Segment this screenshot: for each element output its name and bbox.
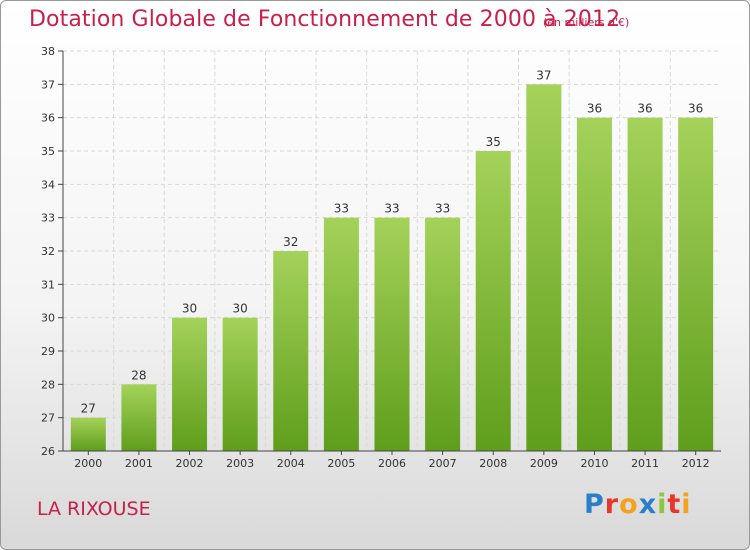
y-tick-label: 26	[41, 445, 55, 458]
x-tick-label: 2005	[327, 457, 355, 470]
data-label: 36	[587, 102, 602, 116]
data-label: 30	[233, 302, 248, 316]
data-label: 27	[81, 402, 96, 416]
logo-letter: t	[667, 489, 682, 520]
y-tick-label: 35	[41, 145, 55, 158]
data-label: 33	[384, 202, 399, 216]
commune-name: LA RIXOUSE	[37, 498, 151, 520]
logo-letter: x	[638, 489, 658, 520]
y-tick-label: 34	[41, 178, 55, 191]
axes	[58, 50, 721, 455]
bar	[323, 217, 359, 451]
x-tick-label: 2011	[631, 457, 659, 470]
y-tick-label: 29	[41, 345, 55, 358]
y-tick-label: 38	[41, 45, 55, 58]
labels: 26 27 28 29 30 31 32 33 34 35 36 37 38 27 2000 28 2001 30…	[41, 45, 710, 470]
x-tick-label: 2010	[580, 457, 608, 470]
x-tick-label: 2008	[479, 457, 507, 470]
y-tick-label: 28	[41, 378, 55, 391]
data-label: 37	[536, 68, 551, 82]
bar	[576, 117, 612, 452]
logo-letter: r	[604, 489, 620, 520]
bar	[627, 117, 663, 452]
y-tick-label: 37	[41, 78, 55, 91]
bar	[121, 384, 157, 451]
data-label: 36	[688, 102, 703, 116]
x-tick-label: 2006	[378, 457, 406, 470]
bar	[425, 217, 461, 451]
chart-title: Dotation Globale de Fonctionnement de 20…	[29, 7, 621, 32]
bar	[526, 84, 562, 451]
x-tick-label: 2009	[530, 457, 558, 470]
x-tick-label: 2007	[429, 457, 457, 470]
bar	[222, 317, 258, 451]
logo-letter: i	[681, 489, 692, 520]
y-tick-label: 36	[41, 112, 55, 125]
proxiti-logo[interactable]: Proxiti	[584, 489, 692, 520]
data-label: 28	[131, 368, 146, 382]
bar	[678, 117, 714, 452]
bar	[374, 217, 410, 451]
data-label: 33	[334, 202, 349, 216]
data-label: 33	[435, 202, 450, 216]
bar	[172, 317, 208, 451]
x-tick-label: 2001	[125, 457, 153, 470]
y-tick-label: 30	[41, 312, 55, 325]
logo-letter: o	[619, 489, 639, 520]
y-tick-label: 31	[41, 278, 55, 291]
data-label: 32	[283, 235, 298, 249]
y-tick-label: 33	[41, 212, 55, 225]
y-tick-label: 27	[41, 412, 55, 425]
data-label: 35	[486, 135, 501, 149]
x-tick-label: 2002	[176, 457, 204, 470]
bars	[70, 84, 714, 452]
x-tick-label: 2000	[74, 457, 102, 470]
chart-subtitle: (en milliers d'€)	[543, 16, 630, 29]
logo-letter: i	[657, 489, 668, 520]
x-tick-label: 2012	[682, 457, 710, 470]
data-label: 36	[637, 102, 652, 116]
logo-letter: P	[584, 489, 605, 520]
bar	[273, 251, 309, 451]
bar	[475, 151, 511, 451]
y-tick-label: 32	[41, 245, 55, 258]
x-tick-label: 2003	[226, 457, 254, 470]
x-tick-label: 2004	[277, 457, 305, 470]
data-label: 30	[182, 302, 197, 316]
bar	[70, 417, 106, 451]
